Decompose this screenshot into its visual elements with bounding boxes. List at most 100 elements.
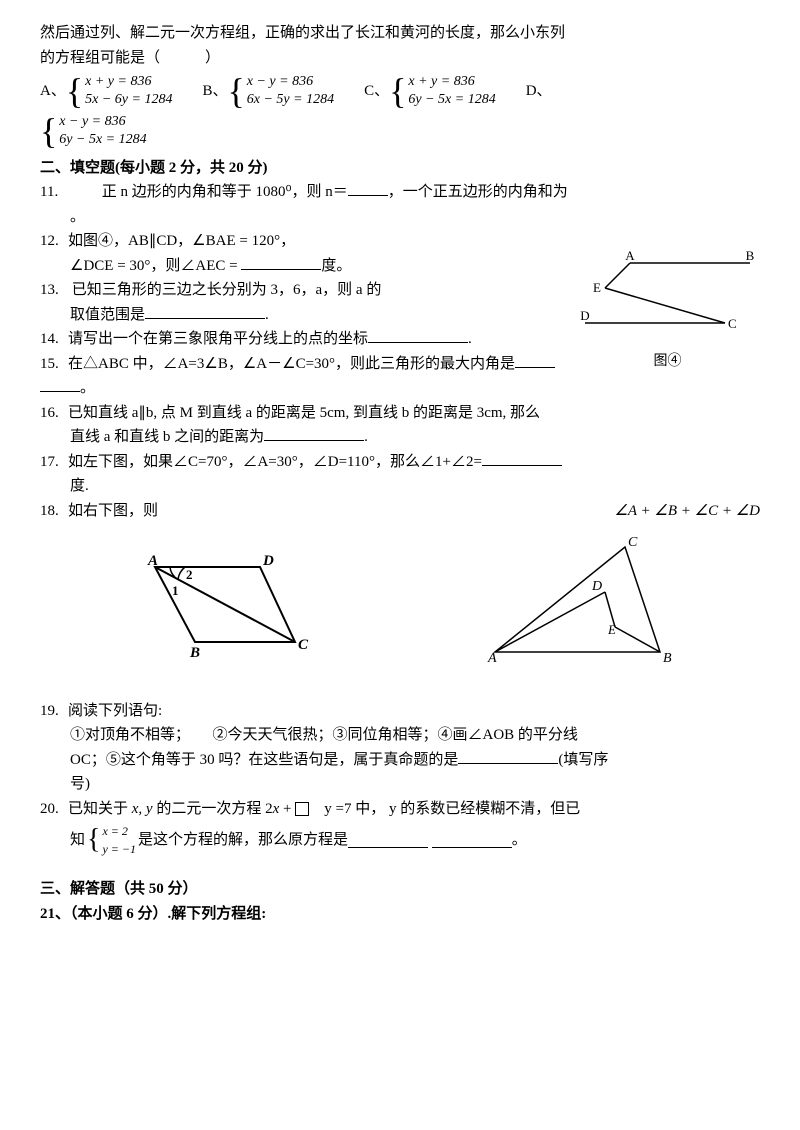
section-3-title: 三、解答题（共 50 分）	[40, 878, 760, 901]
blank	[368, 328, 468, 343]
blank	[515, 353, 555, 368]
q16-text1: 已知直线 a∥b, 点 M 到直线 a 的距离是 5cm, 到直线 b 的距离是…	[68, 405, 540, 421]
option-d: D、	[526, 73, 552, 109]
q15b: 。	[80, 380, 95, 396]
brace-icon: {	[40, 113, 57, 149]
q17-line2: 度.	[70, 475, 760, 498]
q20-sys2: y = −1	[102, 840, 136, 858]
blank	[482, 451, 562, 466]
q16-line1: 16.已知直线 a∥b, 点 M 到直线 a 的距离是 5cm, 到直线 b 的…	[40, 402, 760, 425]
q19-num: 19.	[40, 700, 68, 723]
opt-a-eq1: x + y = 836	[85, 73, 172, 91]
opt-c-eq1: x + y = 836	[408, 73, 495, 91]
blank	[432, 833, 512, 848]
fig4-label: 图④	[575, 351, 760, 372]
q20-t1a: 已知关于	[68, 801, 132, 817]
svg-text:B: B	[189, 645, 200, 661]
q17-num: 17.	[40, 451, 68, 474]
q20-sys1: x = 2	[102, 822, 136, 840]
q20-num: 20.	[40, 798, 68, 821]
q11-num: 11.	[40, 181, 68, 204]
q16-text2: 直线 a 和直线 b 之间的距离为	[70, 429, 264, 445]
q20-t1c: +	[279, 801, 291, 817]
brace-icon: {	[227, 73, 244, 109]
q12-text2b: 度。	[321, 258, 351, 274]
q14-text: 请写出一个在第三象限角平分线上的点的坐标	[68, 331, 368, 347]
opt-b-eq2: 6x − 5y = 1284	[247, 91, 334, 109]
q20-t1b: 的二元一次方程 2	[153, 801, 273, 817]
blank	[40, 377, 80, 392]
blank	[145, 304, 265, 319]
q19-line3: OC；⑤这个角等于 30 吗？在这些语句是，属于真命题的是(填写序	[70, 749, 760, 772]
q12-text2: ∠DCE = 30°，则∠AEC =	[70, 258, 241, 274]
blank	[264, 426, 364, 441]
q18-expr: ∠A + ∠B + ∠C + ∠D	[614, 500, 760, 523]
option-d-content: { x − y = 836 6y − 5x = 1284	[40, 113, 760, 151]
q21-text: 、（本小题 6 分）.解下列方程组:	[55, 906, 266, 922]
q19-line2: ①对顶角不相等； ②今天天气很热；③同位角相等；④画∠AOB 的平分线	[70, 724, 760, 747]
q11: 11. 正 n 边形的内角和等于 1080⁰，则 n＝，一个正五边形的内角和为	[40, 181, 760, 204]
q16-num: 16.	[40, 402, 68, 425]
option-c-label: C、	[364, 80, 389, 103]
option-a-label: A、	[40, 80, 66, 103]
q21-num: 21	[40, 906, 55, 922]
q20-t1d: y =7 中， y 的系数已经模糊不清，但已	[309, 801, 580, 817]
figures-row: A D B C 1 2 A B C D E	[40, 532, 760, 680]
options-row: A、 { x + y = 836 5x − 6y = 1284 B、 { x −…	[40, 73, 760, 109]
opt-b-eq1: x − y = 836	[247, 73, 334, 91]
svg-text:2: 2	[186, 567, 193, 582]
section-2-title: 二、填空题(每小题 2 分，共 20 分)	[40, 157, 760, 180]
svg-text:B: B	[746, 248, 755, 263]
q14-num: 14.	[40, 328, 68, 351]
q16-text2b: .	[364, 429, 368, 445]
svg-text:C: C	[728, 316, 737, 331]
q13-text2: 取值范围是	[70, 307, 145, 323]
q13-text1: 已知三角形的三边之长分别为 3，6，a，则 a 的	[68, 282, 381, 298]
blank	[241, 255, 321, 270]
q19-text1: 阅读下列语句:	[68, 703, 162, 719]
intro-line2: 的方程组可能是（ ）	[40, 47, 760, 70]
opt-d-eq2: 6y − 5x = 1284	[59, 131, 146, 149]
svg-text:E: E	[593, 280, 601, 295]
q19-line1: 19.阅读下列语句:	[40, 700, 760, 723]
q15-text: 在△ABC 中，∠A=3∠B，∠A－∠C=30°，则此三角形的最大内角是	[68, 356, 515, 372]
brace-icon: {	[66, 73, 83, 109]
q15-num: 15.	[40, 353, 68, 376]
blank	[348, 181, 388, 196]
svg-text:C: C	[628, 535, 638, 550]
q20-line2: 知 { x = 2 y = −1 是这个方程的解，那么原方程是 。	[70, 822, 760, 858]
q12-num: 12.	[40, 230, 68, 253]
q11-text1: 正 n 边形的内角和等于 1080⁰，则 n＝	[102, 184, 348, 200]
q20-line1: 20.已知关于 x, y 的二元一次方程 2x + y =7 中， y 的系数已…	[40, 798, 760, 821]
opt-c-eq2: 6y − 5x = 1284	[408, 91, 495, 109]
q21: 21、（本小题 6 分）.解下列方程组:	[40, 903, 760, 926]
q15-end: 。	[40, 377, 760, 400]
q13-text2b: .	[265, 307, 269, 323]
option-d-label: D、	[526, 80, 552, 103]
svg-text:D: D	[580, 308, 589, 323]
option-b-label: B、	[202, 80, 227, 103]
svg-text:E: E	[607, 622, 616, 637]
figure-left: A D B C 1 2	[120, 537, 320, 675]
q20-t2c: 。	[512, 829, 527, 852]
q17-text1: 如左下图，如果∠C=70°，∠A=30°，∠D=110°，那么∠1+∠2=	[68, 454, 482, 470]
q16-line2: 直线 a 和直线 b 之间的距离为.	[70, 426, 760, 449]
q18: 18.如右下图，则 ∠A + ∠B + ∠C + ∠D	[40, 500, 760, 523]
q11-end: 。	[70, 206, 760, 229]
svg-text:D: D	[262, 553, 274, 569]
blank	[458, 749, 558, 764]
option-b: B、 { x − y = 836 6x − 5y = 1284	[202, 73, 334, 109]
q18-num: 18.	[40, 500, 68, 523]
q14-end: .	[468, 331, 472, 347]
q19-text3: OC；⑤这个角等于 30 吗？在这些语句是，属于真命题的是	[70, 752, 458, 768]
q20-t2a: 知	[70, 829, 85, 852]
q13-num: 13.	[40, 279, 68, 302]
brace-icon: {	[389, 73, 406, 109]
figure-right: A B C D E	[480, 532, 680, 680]
svg-text:B: B	[663, 651, 672, 666]
q19-line4: 号)	[70, 773, 760, 796]
brace-icon: {	[87, 826, 100, 854]
q20-xy: x, y	[132, 801, 153, 817]
q17-line1: 17.如左下图，如果∠C=70°，∠A=30°，∠D=110°，那么∠1+∠2=	[40, 451, 760, 474]
q18-text: 如右下图，则	[68, 503, 158, 519]
